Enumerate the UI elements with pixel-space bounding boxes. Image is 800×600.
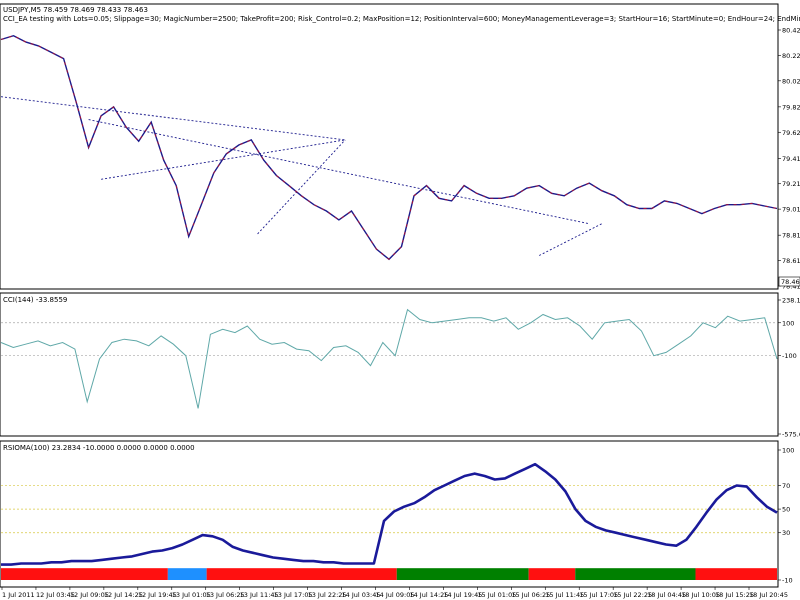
trendlines[interactable] xyxy=(0,96,602,256)
time-tick-label: 12 Jul 14:25 xyxy=(104,591,143,599)
time-tick-label: 15 Jul 22:25 xyxy=(613,591,652,599)
rsioma-axis-tick-label: 70 xyxy=(782,482,790,490)
time-tick-label: 18 Jul 10:05 xyxy=(681,591,720,599)
cci-axis-tick-label: 238.1658 xyxy=(782,297,800,305)
time-tick-label: 18 Jul 04:45 xyxy=(647,591,686,599)
time-tick-label: 13 Jul 01:05 xyxy=(172,591,211,599)
trendline[interactable] xyxy=(101,139,346,180)
cci-axis-tick-label: 100 xyxy=(782,319,794,327)
rsioma-series-line xyxy=(1,462,778,566)
cci-panel[interactable]: CCI(144) -33.8559 238.1658 100 -100 -575.61… xyxy=(0,292,800,439)
price-axis-tick-label: 80.025 xyxy=(782,77,800,85)
current-price-box xyxy=(778,276,800,287)
cci-series-line xyxy=(0,308,778,409)
ea-parameters-header: CCI_EA testing with Lots=0.05; Slippage=… xyxy=(3,15,800,23)
rsioma-panel-frame xyxy=(0,440,779,588)
time-tick-label: 13 Jul 06:25 xyxy=(206,591,245,599)
trendline[interactable] xyxy=(257,139,346,235)
rsioma-axis-tick-label: 50 xyxy=(782,506,790,514)
time-tick-label: 18 Jul 15:25 xyxy=(715,591,754,599)
rsioma-bar-segment xyxy=(167,568,207,580)
time-tick-label: 12 Jul 19:45 xyxy=(138,591,177,599)
time-tick-label: 14 Jul 14:25 xyxy=(409,591,448,599)
trendline[interactable] xyxy=(0,96,346,141)
price-axis-tick-label: 79.415 xyxy=(782,155,800,163)
price-panel-frame xyxy=(0,3,779,290)
price-bear-bars xyxy=(0,35,778,260)
time-tick-label: 1 Jul 2011 xyxy=(2,591,35,599)
cci-y-axis: 238.1658 100 -100 -575.6103 xyxy=(778,297,800,439)
time-tick-label: 15 Jul 06:25 xyxy=(511,591,550,599)
rsioma-bar-segment xyxy=(695,568,777,580)
price-axis-tick-label: 79.820 xyxy=(782,103,800,111)
rsioma-bar-segment xyxy=(206,568,397,580)
cci-header: CCI(144) -33.8559 xyxy=(3,296,67,304)
trendline[interactable] xyxy=(88,119,590,225)
time-tick-label: 14 Jul 19:45 xyxy=(443,591,482,599)
cci-axis-tick-label: -575.6103 xyxy=(782,431,800,439)
price-axis-tick-label: 79.015 xyxy=(782,206,800,214)
cci-panel-frame xyxy=(0,292,779,437)
rsioma-bar-segment xyxy=(1,568,168,580)
rsioma-axis-tick-label: 30 xyxy=(782,529,790,537)
cci-axis-tick-label: -100 xyxy=(782,352,797,360)
price-axis-tick-label: 78.410 xyxy=(782,283,800,291)
time-tick-label: 15 Jul 17:05 xyxy=(579,591,618,599)
rsioma-panel[interactable]: RSIOMA(100) 23.2834 -10.0000 0.0000 0.00… xyxy=(0,440,794,588)
price-axis-tick-label: 80.225 xyxy=(782,52,800,60)
price-axis-tick-label: 78.610 xyxy=(782,257,800,265)
rsioma-axis-tick-label: -10 xyxy=(782,577,793,585)
time-tick-label: 12 Jul 03:45 xyxy=(36,591,75,599)
time-tick-label: 14 Jul 09:05 xyxy=(376,591,415,599)
time-tick-label: 13 Jul 11:45 xyxy=(240,591,279,599)
symbol-header: USDJPY,M5 78.459 78.469 78.433 78.463 xyxy=(3,6,148,14)
rsioma-axis-tick-label: 100 xyxy=(782,447,794,455)
time-tick-label: 15 Jul 01:05 xyxy=(477,591,516,599)
current-price-label: 78.463 xyxy=(781,278,800,286)
rsioma-levels xyxy=(1,485,777,534)
time-tick-label: 13 Jul 17:05 xyxy=(274,591,313,599)
rsioma-header: RSIOMA(100) 23.2834 -10.0000 0.0000 0.00… xyxy=(3,444,195,452)
time-tick-label: 13 Jul 22:25 xyxy=(308,591,347,599)
cci-levels xyxy=(1,322,777,357)
time-tick-label: 12 Jul 09:05 xyxy=(70,591,109,599)
time-tick-label: 14 Jul 03:45 xyxy=(342,591,381,599)
price-axis-tick-label: 78.810 xyxy=(782,232,800,240)
rsioma-bar-segment xyxy=(528,568,576,580)
price-panel[interactable]: USDJPY,M5 78.459 78.469 78.433 78.463 CC… xyxy=(0,3,800,291)
rsioma-bar-segment xyxy=(575,568,696,580)
price-axis-tick-label: 80.425 xyxy=(782,27,800,35)
time-tick-label: 18 Jul 20:45 xyxy=(749,591,788,599)
price-axis-tick-label: 79.620 xyxy=(782,129,800,137)
rsioma-bar-segment xyxy=(396,568,529,580)
rsioma-histogram xyxy=(1,568,777,580)
rsioma-y-axis: 100 70 50 30 -10 xyxy=(778,447,794,585)
time-tick-label: 15 Jul 11:45 xyxy=(545,591,584,599)
price-axis-tick-label: 79.215 xyxy=(782,180,800,188)
